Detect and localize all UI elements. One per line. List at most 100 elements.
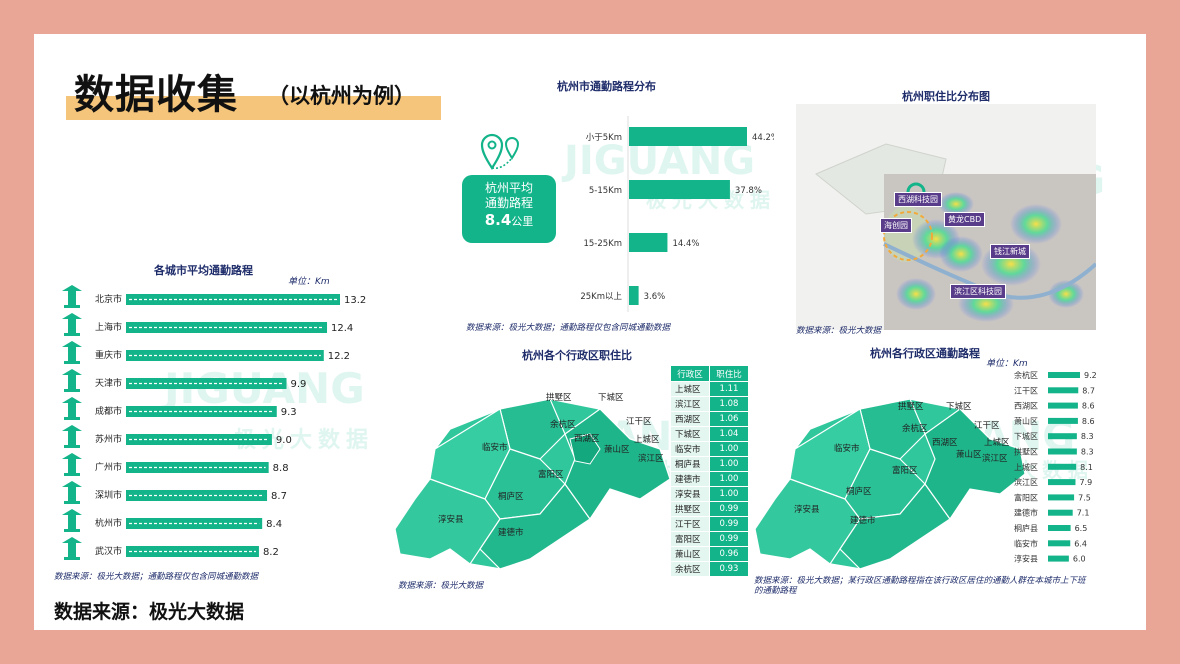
table-row: 上城区 1.11 xyxy=(670,381,749,397)
heatmap-title: 杭州职住比分布图 xyxy=(902,90,990,103)
district-cell: 桐庐县 xyxy=(670,456,710,472)
map-label: 上城区 xyxy=(984,438,1010,448)
category-label: 苏州市 xyxy=(95,433,122,445)
map-label: 西湖区 xyxy=(574,434,600,444)
value-label: 8.4 xyxy=(266,519,282,530)
title-highlight xyxy=(66,96,441,120)
category-label: 西湖区 xyxy=(1014,402,1038,411)
bar xyxy=(126,434,272,445)
distribution-chart: 小于5Km 44.2% 5-15Km 37.8% 15-25Km 14.4% 25Km以上 3… xyxy=(580,116,774,312)
ratio-cell: 1.00 xyxy=(709,486,749,502)
category-label: 上海市 xyxy=(95,321,122,333)
category-label: 上城区 xyxy=(1014,463,1038,472)
badge-line1: 杭州平均 xyxy=(484,181,533,195)
city-landmark-icon xyxy=(62,425,82,448)
category-label: 萧山区 xyxy=(1014,416,1038,426)
map-label: 西湖区 xyxy=(932,438,958,448)
category-label: 拱墅区 xyxy=(1014,447,1038,457)
category-label: 杭州市 xyxy=(95,517,122,529)
category-label: 25Km以上 xyxy=(580,292,622,302)
ratio-cell: 1.11 xyxy=(709,381,749,397)
category-label: 北京市 xyxy=(95,293,122,305)
ratio-cell: 0.99 xyxy=(709,516,749,532)
heatmap-source: 数据来源：极光大数据 xyxy=(796,326,882,336)
district-cell: 富阳区 xyxy=(670,531,710,547)
map-label: 江干区 xyxy=(974,421,1000,431)
value-label: 8.7 xyxy=(1082,386,1095,395)
category-label: 5-15Km xyxy=(589,186,622,196)
value-label: 12.4 xyxy=(331,323,353,334)
badge-value: 8.4 xyxy=(484,211,512,229)
hangzhou-district-map xyxy=(394,398,671,570)
city-chart-unit: 单位：Km xyxy=(288,277,330,287)
ratio-cell: 1.00 xyxy=(709,471,749,487)
bar xyxy=(1048,479,1076,486)
bar xyxy=(1048,509,1073,516)
value-label: 7.9 xyxy=(1079,478,1092,487)
district-chart-unit: 单位：Km xyxy=(986,359,1028,369)
table-row: 萧山区 0.96 xyxy=(670,546,749,562)
table-row: 建德市 1.00 xyxy=(670,471,749,487)
ratio-cell: 0.96 xyxy=(709,546,749,562)
distribution-chart-title: 杭州市通勤路程分布 xyxy=(557,80,656,93)
city-chart-source: 数据来源：极光大数据；通勤路程仅包含同城通勤数据 xyxy=(54,572,259,582)
category-label: 江干区 xyxy=(1014,386,1038,395)
category-label: 天津市 xyxy=(95,377,122,389)
slide: 数据收集 （以杭州为例） JIGUANG 极光大数据 JIGUANG 极光大数据… xyxy=(34,34,1146,630)
value-label: 8.7 xyxy=(271,491,287,502)
ratio-panel-title: 杭州各个行政区职住比 xyxy=(522,349,632,362)
map-label: 萧山区 xyxy=(956,450,982,460)
ratio-cell: 1.00 xyxy=(709,456,749,472)
table-row: 下城区 1.04 xyxy=(670,426,749,442)
district-chart-source: 数据来源：极光大数据；某行政区通勤路程指在该行政区居住的通勤人群在本城市上下班 xyxy=(754,576,1086,586)
value-label: 9.9 xyxy=(291,379,307,390)
category-label: 武汉市 xyxy=(95,545,122,557)
table-row: 富阳区 0.99 xyxy=(670,531,749,547)
category-label: 富阳区 xyxy=(1014,492,1038,502)
distribution-chart-source: 数据来源：极光大数据；通勤路程仅包含同城通勤数据 xyxy=(466,323,671,333)
bar xyxy=(1048,494,1075,501)
bar xyxy=(1048,402,1078,409)
map-label: 富阳区 xyxy=(892,466,918,476)
average-commute-badge: 杭州平均 通勤路程 8.4公里 xyxy=(462,175,556,243)
map-label: 建德市 xyxy=(850,516,876,526)
value-label: 3.6% xyxy=(644,292,666,302)
city-landmark-icon xyxy=(62,537,82,560)
heatmap-tag: 海创园 xyxy=(880,218,912,233)
city-landmark-icon xyxy=(62,397,82,420)
map-label: 下城区 xyxy=(598,393,624,403)
category-label: 淳安县 xyxy=(1014,554,1038,564)
map-label: 滨江区 xyxy=(638,454,664,464)
district-cell: 萧山区 xyxy=(670,546,710,562)
table-header: 职住比 xyxy=(709,365,749,382)
value-label: 8.3 xyxy=(1081,448,1094,457)
map-label: 拱墅区 xyxy=(546,393,572,403)
bar xyxy=(1048,448,1077,455)
map-label: 余杭区 xyxy=(550,420,576,430)
city-chart-title: 各城市平均通勤路程 xyxy=(154,264,253,277)
map-label: 下城区 xyxy=(946,402,972,412)
category-label: 滨江区 xyxy=(1014,477,1038,487)
table-row: 西湖区 1.06 xyxy=(670,411,749,427)
ratio-table: 行政区 职住比 上城区 1.11 滨江区 1.08 西湖区 1.06 下城区 1.04 临安市 1… xyxy=(670,365,749,577)
district-cell: 临安市 xyxy=(670,441,710,457)
district-cell: 余杭区 xyxy=(670,561,710,577)
city-landmark-icon xyxy=(62,313,82,336)
district-chart-title: 杭州各行政区通勤路程 xyxy=(870,347,980,360)
city-commute-chart: 北京市 13.2 上海市 12.4 重庆市 12.2 天津市 9.9 成都市 9.3 苏州市 9.0 广… xyxy=(62,285,366,560)
category-label: 余杭区 xyxy=(1014,370,1038,380)
bar xyxy=(629,180,730,199)
hangzhou-district-map-2 xyxy=(754,398,1026,570)
bar xyxy=(1048,540,1071,547)
ratio-cell: 0.99 xyxy=(709,501,749,517)
table-row: 淳安县 1.00 xyxy=(670,486,749,502)
bar xyxy=(1048,433,1077,440)
city-landmark-icon xyxy=(62,341,82,364)
value-label: 14.4% xyxy=(672,239,699,249)
district-commute-chart: 余杭区 9.2 江干区 8.7 西湖区 8.6 萧山区 8.6 下城区 8.3 拱墅区 8.3 上城区 8… xyxy=(1014,370,1097,564)
location-pin-icon xyxy=(480,133,520,170)
map-label: 余杭区 xyxy=(902,424,928,434)
map-label: 江干区 xyxy=(626,417,652,427)
district-cell: 上城区 xyxy=(670,381,710,397)
category-label: 广州市 xyxy=(95,461,122,473)
